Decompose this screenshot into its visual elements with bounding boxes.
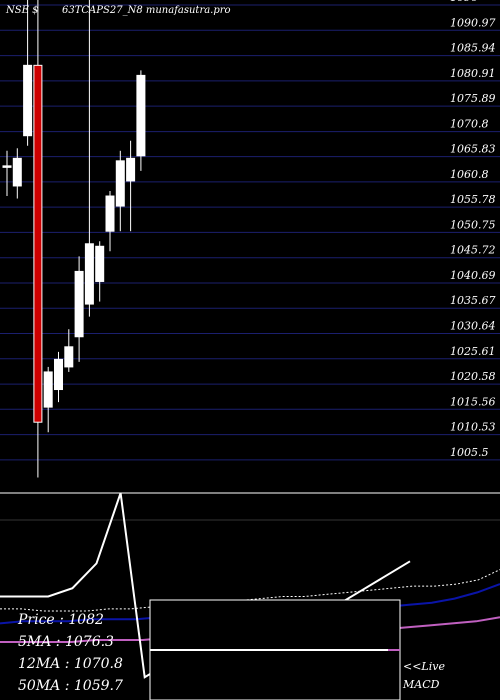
y-tick-label: 1090.97	[450, 16, 496, 29]
candle-body	[126, 157, 136, 182]
symbol-site-label: 63TCAPS27_N8 munafasutra.pro	[62, 5, 231, 16]
price-stat: Price : 1082	[17, 612, 104, 628]
price-gridlines	[0, 4, 500, 461]
y-tick-label: 1015.56	[450, 395, 496, 408]
candle-body	[115, 160, 125, 207]
y-tick-label: 1085.94	[450, 42, 496, 55]
candle-body	[74, 270, 84, 338]
macd-box	[149, 599, 401, 700]
y-tick-label: 1020.58	[450, 370, 496, 383]
y-tick-label: 1005.5	[450, 446, 489, 459]
y-tick-label: 1075.89	[450, 92, 496, 105]
exchange-label: NSE $	[5, 5, 38, 16]
y-tick-label: 1045.72	[450, 244, 496, 257]
ma5-stat: 5MA : 1076.3	[18, 634, 114, 650]
candle-body	[105, 195, 115, 232]
candle-body	[23, 64, 33, 137]
candle-body	[43, 371, 53, 408]
y-tick-label: 1060.8	[450, 168, 489, 181]
y-tick-label: 1080.91	[450, 67, 496, 80]
candle-body	[54, 358, 63, 391]
candle-body	[95, 245, 105, 282]
candlestick-series	[2, 0, 146, 478]
y-tick-label: 1035.67	[450, 294, 496, 307]
y-tick-label: 1096	[450, 0, 478, 4]
ma50-stat: 50MA : 1059.7	[18, 678, 123, 694]
y-tick-label: 1055.78	[450, 193, 496, 206]
candle-body	[84, 243, 94, 305]
y-tick-label: 1030.64	[450, 320, 496, 333]
y-tick-label: 1070.8	[450, 118, 489, 131]
price-axis: 1096 1090.97 1085.94 1080.91 1075.89 1070.8 10…	[450, 0, 496, 459]
y-tick-label: 1050.75	[450, 218, 496, 231]
y-tick-label: 1040.69	[450, 269, 496, 282]
candle-body	[136, 74, 146, 157]
macd-label: MACD	[402, 678, 440, 691]
y-tick-label: 1025.61	[450, 345, 496, 358]
ma12-stat: 12MA : 1070.8	[18, 656, 123, 672]
y-tick-label: 1010.53	[450, 421, 496, 434]
candle-body	[64, 346, 74, 368]
live-link[interactable]: <<Live	[403, 660, 445, 673]
candle-body	[33, 64, 43, 423]
y-tick-label: 1065.83	[450, 143, 496, 156]
candle-body	[12, 157, 22, 187]
candle-body	[2, 165, 12, 168]
